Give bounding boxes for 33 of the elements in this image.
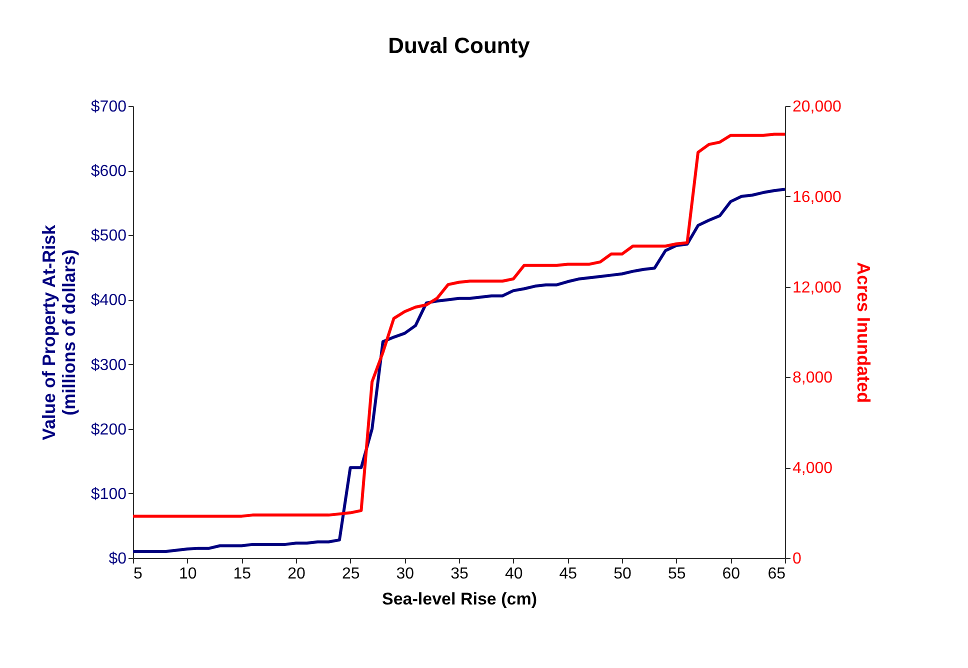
y-tick-label: $400 [90,292,127,310]
y-tick-label: $300 [90,356,127,374]
line-series [132,188,786,554]
x-tick-label: 15 [233,566,252,582]
x-axis-title: Sea-level Rise (cm) [382,590,537,608]
x-tick-label: 35 [450,566,468,582]
y-tick-label: $0 [108,550,127,568]
x-tick-label: 30 [396,566,414,582]
y2-tick-label: 0 [792,550,802,568]
x-tick-label: 65 [768,566,786,582]
y2-tick-label: 16,000 [792,188,842,206]
x-tick-label: 20 [288,566,306,582]
x-tick-label: 40 [504,566,523,582]
x-tick-label: 25 [342,566,360,582]
y-tick-label: $500 [90,228,127,245]
y-tick-label: $700 [90,98,127,116]
y2-tick-label: 8,000 [792,370,833,387]
y-axis-title: Value of Property At-Risk (millions of dollars) [38,224,79,440]
y-tick-label: $100 [90,486,127,503]
y-tick-label: $200 [90,421,127,438]
chart-title: Duval County [388,33,531,58]
y2-tick-label: 20,000 [792,98,842,116]
x-tick-label: 5 [134,566,142,582]
x-tick-label: 45 [559,566,578,582]
y-tick-label: $600 [90,163,127,180]
y2-tick-label: 4,000 [792,460,833,478]
x-tick-label: 10 [178,566,197,582]
y2-tick-label: 12,000 [792,279,842,296]
x-tick-label: 50 [614,566,632,582]
x-tick-label: 60 [722,566,740,582]
line-series [132,132,786,518]
x-tick-label: 55 [668,566,686,582]
y2-axis-title: Acres Inundated [853,262,874,404]
